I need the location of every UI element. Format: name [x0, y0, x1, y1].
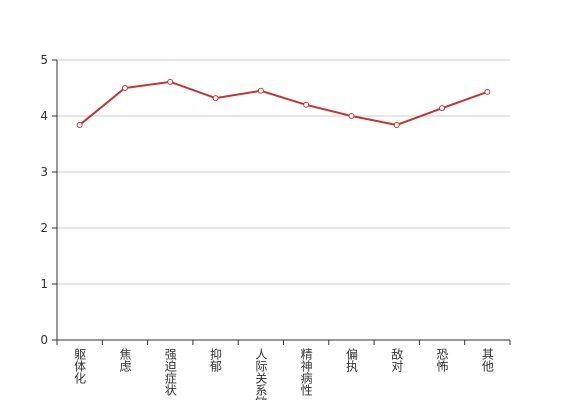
x-tick-label: 人际关系敏感	[254, 348, 268, 400]
line	[79, 80, 488, 126]
point	[167, 78, 174, 85]
x-tick-label: 偏执	[344, 347, 358, 373]
y-tick-label: 1	[40, 277, 48, 291]
y-tick-label: 5	[40, 53, 48, 67]
point	[348, 113, 355, 119]
x-tick-label: 躯体化	[73, 347, 87, 385]
x-tick-label: 敌对	[390, 347, 404, 372]
point	[393, 121, 400, 128]
point	[439, 105, 446, 112]
point	[212, 95, 219, 102]
point	[76, 121, 83, 128]
point	[484, 88, 491, 95]
point	[121, 85, 128, 91]
y-tick-label: 3	[40, 165, 48, 179]
y-tick-label: 4	[40, 109, 48, 123]
y-tick-label: 2	[40, 221, 48, 235]
x-tick-label: 恐怖	[435, 348, 449, 372]
x-tick-label: 强迫症状	[163, 348, 177, 396]
y-tick-label: 0	[40, 333, 48, 347]
point	[303, 101, 310, 108]
x-tick-label: 焦虑	[118, 348, 132, 372]
x-tick-label: 精神病性	[299, 348, 313, 397]
point	[257, 87, 264, 94]
x-tick-label: 其他	[480, 348, 494, 372]
x-tick-label: 抑郁	[209, 347, 223, 373]
